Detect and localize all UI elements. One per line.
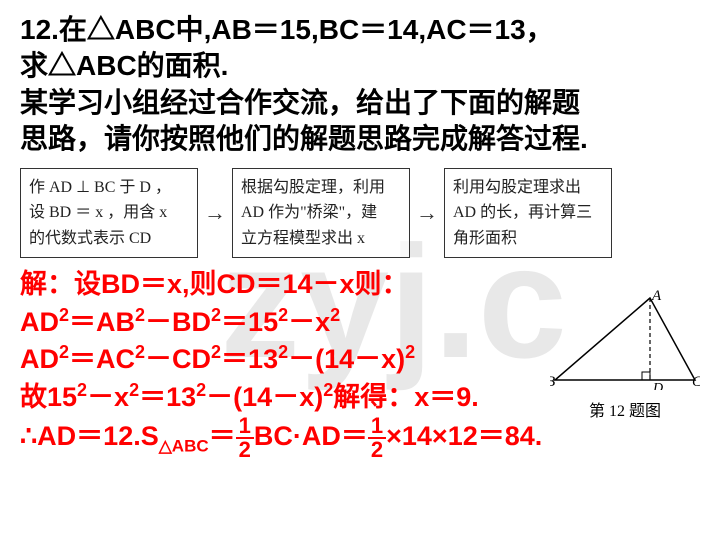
triangle-svg: A B C D: [550, 290, 700, 390]
svg-text:C: C: [692, 374, 700, 390]
svg-text:D: D: [652, 381, 663, 390]
flow-box-3-l1: 利用勾股定理求出: [453, 175, 603, 201]
fraction-1: 12: [236, 415, 254, 461]
flow-box-3: 利用勾股定理求出 AD 的长，再计算三 角形面积: [444, 168, 612, 259]
flow-box-1-l3: 的代数式表示 CD: [29, 226, 189, 252]
solution-line-5: ∴AD＝12.S△ABC＝12BC·AD＝12×14×12＝84.: [20, 415, 700, 461]
problem-statement: 12.在△ABC中,AB＝15,BC＝14,AC＝13， 求△ABC的面积. 某…: [0, 0, 720, 164]
sol5-sub: △ABC: [159, 437, 209, 456]
triangle-diagram: A B C D 第 12 题图: [550, 290, 700, 421]
flow-box-2-l3: 立方程模型求出 x: [241, 226, 401, 252]
flow-box-3-l3: 角形面积: [453, 226, 603, 252]
sol5-tail: ×14×12＝84.: [386, 421, 542, 451]
flow-box-3-l2: AD 的长，再计算三: [453, 200, 603, 226]
sol5-eq1: ＝: [209, 421, 236, 451]
diagram-caption: 第 12 题图: [550, 397, 700, 421]
flow-box-2: 根据勾股定理，利用 AD 作为"桥梁"，建 立方程模型求出 x: [232, 168, 410, 259]
flow-arrow-2: →: [416, 200, 438, 226]
flow-box-2-l2: AD 作为"桥梁"，建: [241, 200, 401, 226]
sol5-pre: ∴AD＝12.S: [20, 421, 159, 451]
flow-box-2-l1: 根据勾股定理，利用: [241, 175, 401, 201]
problem-line-4: 思路，请你按照他们的解题思路完成解答过程.: [20, 121, 700, 157]
frac2-num: 1: [368, 415, 386, 439]
problem-line-2: 求△ABC的面积.: [20, 48, 700, 84]
problem-line-1: 12.在△ABC中,AB＝15,BC＝14,AC＝13，: [20, 12, 700, 48]
flow-diagram: 作 AD ⊥ BC 于 D ， 设 BD ＝ x ，用含 x 的代数式表示 CD…: [0, 164, 720, 263]
flow-box-1: 作 AD ⊥ BC 于 D ， 设 BD ＝ x ，用含 x 的代数式表示 CD: [20, 168, 198, 259]
frac1-den: 2: [236, 439, 254, 461]
frac2-den: 2: [368, 439, 386, 461]
fraction-2: 12: [368, 415, 386, 461]
flow-arrow-1: →: [204, 200, 226, 226]
flow-box-1-l2: 设 BD ＝ x ，用含 x: [29, 200, 189, 226]
flow-box-1-l1: 作 AD ⊥ BC 于 D ，: [29, 175, 189, 201]
svg-text:A: A: [651, 290, 662, 304]
frac1-num: 1: [236, 415, 254, 439]
sol5-mid: BC·AD＝: [254, 421, 368, 451]
svg-text:B: B: [550, 374, 555, 390]
problem-line-3: 某学习小组经过合作交流，给出了下面的解题: [20, 85, 700, 121]
